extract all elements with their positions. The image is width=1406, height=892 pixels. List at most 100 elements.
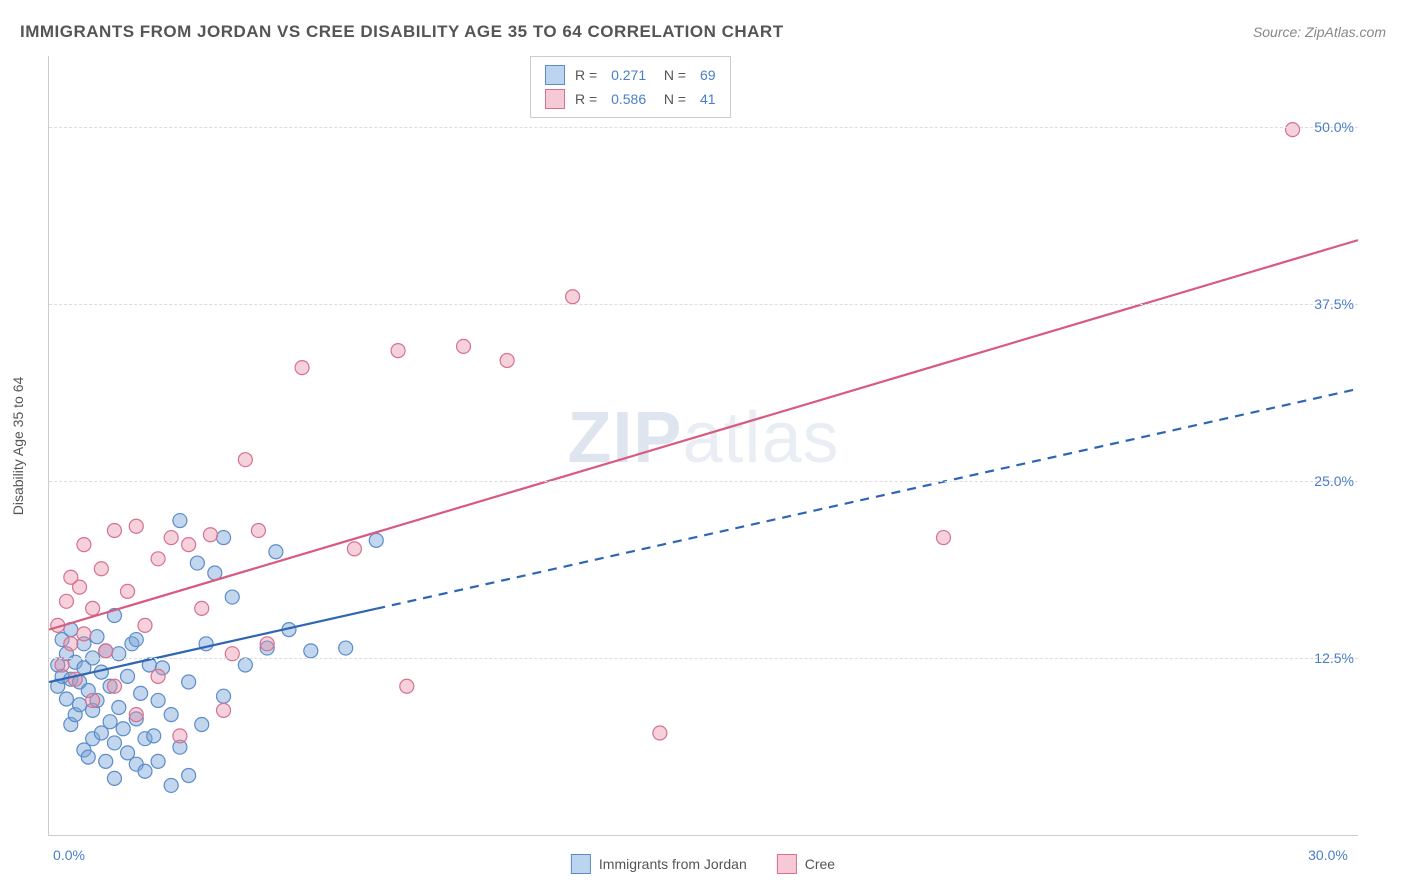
series-legend: Immigrants from Jordan Cree [571, 854, 835, 874]
scatter-point-cree [129, 519, 143, 533]
y-tick-label: 50.0% [1314, 119, 1354, 135]
scatter-point-jordan [190, 556, 204, 570]
scatter-point-jordan [182, 769, 196, 783]
scatter-point-jordan [112, 701, 126, 715]
scatter-point-cree [217, 703, 231, 717]
scatter-point-jordan [147, 729, 161, 743]
stat-n-value: 69 [700, 63, 716, 87]
scatter-point-jordan [164, 778, 178, 792]
scatter-point-cree [182, 538, 196, 552]
scatter-point-jordan [304, 644, 318, 658]
legend-swatch-cree [545, 89, 565, 109]
scatter-point-cree [77, 627, 91, 641]
scatter-point-cree [238, 453, 252, 467]
scatter-point-cree [653, 726, 667, 740]
scatter-point-jordan [182, 675, 196, 689]
scatter-point-cree [295, 361, 309, 375]
scatter-point-cree [500, 354, 514, 368]
scatter-point-cree [457, 339, 471, 353]
scatter-point-cree [203, 528, 217, 542]
scatter-point-cree [59, 594, 73, 608]
scatter-point-jordan [151, 693, 165, 707]
scatter-point-jordan [121, 669, 135, 683]
scatter-point-jordan [238, 658, 252, 672]
stat-n-label: N = [656, 63, 690, 87]
chart-header: IMMIGRANTS FROM JORDAN VS CREE DISABILIT… [20, 22, 1386, 42]
gridline [49, 127, 1358, 128]
scatter-point-jordan [81, 750, 95, 764]
x-tick-label: 30.0% [1308, 847, 1348, 863]
scatter-point-cree [151, 552, 165, 566]
legend-label: Immigrants from Jordan [599, 856, 747, 872]
scatter-point-jordan [103, 715, 117, 729]
scatter-point-jordan [59, 692, 73, 706]
scatter-point-cree [400, 679, 414, 693]
y-tick-label: 12.5% [1314, 650, 1354, 666]
scatter-point-cree [77, 538, 91, 552]
scatter-point-cree [121, 584, 135, 598]
scatter-point-jordan [107, 736, 121, 750]
scatter-point-cree [936, 531, 950, 545]
scatter-point-jordan [217, 531, 231, 545]
legend-swatch [777, 854, 797, 874]
scatter-point-jordan [225, 590, 239, 604]
source-attribution: Source: ZipAtlas.com [1253, 24, 1386, 40]
scatter-point-jordan [134, 686, 148, 700]
scatter-point-jordan [173, 514, 187, 528]
scatter-point-jordan [164, 708, 178, 722]
stat-n-value: 41 [700, 87, 716, 111]
scatter-point-jordan [99, 754, 113, 768]
gridline [49, 481, 1358, 482]
scatter-point-cree [566, 290, 580, 304]
regression-line-jordan-dashed [376, 389, 1358, 609]
scatter-point-jordan [195, 718, 209, 732]
plot-area: ZIPatlas 12.5%25.0%37.5%50.0%0.0%30.0% [48, 56, 1358, 836]
scatter-point-cree [107, 523, 121, 537]
scatter-point-jordan [73, 698, 87, 712]
scatter-point-cree [99, 644, 113, 658]
legend-label: Cree [805, 856, 835, 872]
x-tick-label: 0.0% [53, 847, 85, 863]
scatter-point-jordan [339, 641, 353, 655]
regression-line-jordan [49, 609, 376, 682]
y-axis-label: Disability Age 35 to 64 [10, 377, 26, 516]
regression-line-cree [49, 240, 1358, 630]
stats-legend-row-cree: R = 0.586 N = 41 [545, 87, 716, 111]
gridline [49, 304, 1358, 305]
scatter-point-cree [151, 669, 165, 683]
scatter-point-jordan [369, 533, 383, 547]
scatter-point-cree [1286, 123, 1300, 137]
gridline [49, 658, 1358, 659]
scatter-point-jordan [107, 771, 121, 785]
scatter-point-cree [138, 618, 152, 632]
scatter-point-cree [391, 344, 405, 358]
stat-r-label: R = [575, 63, 601, 87]
scatter-point-cree [195, 601, 209, 615]
scatter-point-cree [86, 601, 100, 615]
scatter-point-cree [260, 637, 274, 651]
legend-item: Cree [777, 854, 835, 874]
chart-svg [49, 56, 1358, 835]
stat-r-value: 0.271 [611, 63, 646, 87]
y-tick-label: 37.5% [1314, 296, 1354, 312]
scatter-point-cree [64, 637, 78, 651]
scatter-point-jordan [116, 722, 130, 736]
scatter-point-cree [173, 729, 187, 743]
y-tick-label: 25.0% [1314, 473, 1354, 489]
scatter-point-cree [107, 679, 121, 693]
scatter-point-cree [73, 580, 87, 594]
stat-r-value: 0.586 [611, 87, 646, 111]
stats-legend: R = 0.271 N = 69R = 0.586 N = 41 [530, 56, 731, 118]
scatter-point-cree [129, 708, 143, 722]
scatter-point-jordan [90, 630, 104, 644]
scatter-point-jordan [129, 633, 143, 647]
scatter-point-jordan [269, 545, 283, 559]
scatter-point-cree [164, 531, 178, 545]
stats-legend-row-jordan: R = 0.271 N = 69 [545, 63, 716, 87]
chart-title: IMMIGRANTS FROM JORDAN VS CREE DISABILIT… [20, 22, 784, 42]
scatter-point-jordan [217, 689, 231, 703]
scatter-point-cree [251, 523, 265, 537]
scatter-point-cree [55, 658, 69, 672]
scatter-point-cree [94, 562, 108, 576]
legend-item: Immigrants from Jordan [571, 854, 747, 874]
